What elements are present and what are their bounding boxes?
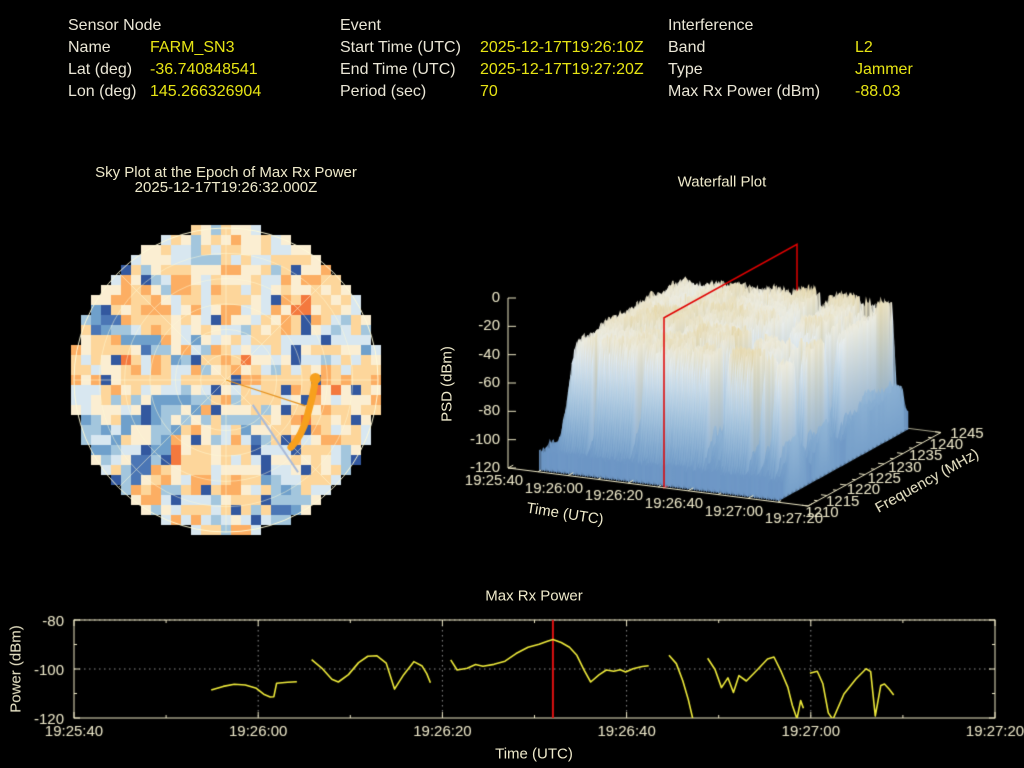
lon-value: 145.266326904 — [150, 83, 262, 100]
period-label: Period (sec) — [340, 83, 427, 100]
waterfall-plot-canvas — [430, 225, 1024, 540]
max-rx-power-value: -88.03 — [855, 83, 901, 100]
power-axis-label: Power (dBm) — [7, 625, 25, 713]
end-time-value: 2025-12-17T19:27:20Z — [480, 61, 644, 78]
sensor-node-row-lat: Lat (deg) -36.740848541 — [68, 59, 261, 81]
period-value: 70 — [480, 83, 498, 100]
interference-row-maxrx: Max Rx Power (dBm) -88.03 — [668, 81, 913, 103]
waterfall-z-axis-label: PSD (dBm) — [438, 346, 456, 422]
event-panel: Event Start Time (UTC) 2025-12-17T19:26:… — [340, 15, 644, 103]
sensor-node-row-lon: Lon (deg) 145.266326904 — [68, 81, 261, 103]
name-value: FARM_SN3 — [150, 39, 235, 56]
time-axis-label: Time (UTC) — [495, 745, 573, 763]
sensor-node-title: Sensor Node — [68, 17, 162, 34]
interference-row-band: Band L2 — [668, 37, 913, 59]
sensor-node-row-name: Name FARM_SN3 — [68, 37, 261, 59]
lat-value: -36.740848541 — [150, 61, 258, 78]
sky-plot-canvas — [50, 205, 410, 555]
sky-plot-title-block: Sky Plot at the Epoch of Max Rx Power 20… — [95, 165, 357, 195]
event-row-period: Period (sec) 70 — [340, 81, 644, 103]
name-label: Name — [68, 39, 111, 56]
lat-label: Lat (deg) — [68, 61, 133, 78]
interference-row-type: Type Jammer — [668, 59, 913, 81]
interference-title: Interference — [668, 17, 754, 34]
max-rx-power-label: Max Rx Power (dBm) — [668, 83, 821, 100]
lon-label: Lon (deg) — [68, 83, 137, 100]
band-value: L2 — [855, 39, 873, 56]
event-row-end: End Time (UTC) 2025-12-17T19:27:20Z — [340, 59, 644, 81]
band-label: Band — [668, 39, 706, 56]
type-value: Jammer — [855, 61, 913, 78]
start-time-value: 2025-12-17T19:26:10Z — [480, 39, 644, 56]
interference-panel: Interference Band L2 Type Jammer Max Rx … — [668, 15, 913, 103]
sky-plot-subtitle: 2025-12-17T19:26:32.000Z — [134, 179, 318, 196]
sky-plot-title: Sky Plot at the Epoch of Max Rx Power — [95, 164, 357, 181]
event-row-start: Start Time (UTC) 2025-12-17T19:26:10Z — [340, 37, 644, 59]
type-label: Type — [668, 61, 703, 78]
max-rx-power-canvas — [0, 580, 1024, 768]
end-time-label: End Time (UTC) — [340, 61, 456, 78]
sensor-node-panel: Sensor Node Name FARM_SN3 Lat (deg) -36.… — [68, 15, 261, 103]
event-title: Event — [340, 17, 381, 34]
start-time-label: Start Time (UTC) — [340, 39, 461, 56]
waterfall-title: Waterfall Plot — [677, 173, 767, 191]
